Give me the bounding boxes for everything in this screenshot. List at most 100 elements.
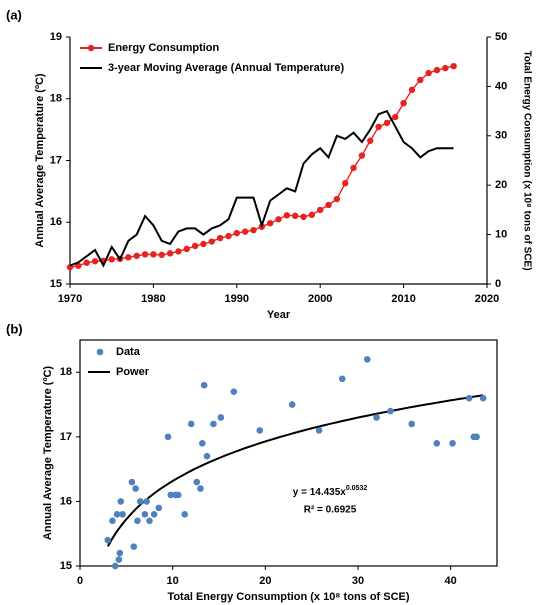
data-point xyxy=(200,240,207,248)
data-point xyxy=(450,62,457,70)
data-point xyxy=(465,394,473,402)
data-point xyxy=(183,245,190,253)
series-line xyxy=(69,109,454,268)
data-point xyxy=(136,498,144,505)
data-point xyxy=(233,229,240,237)
data-point xyxy=(383,119,391,127)
data-point xyxy=(308,211,316,219)
data-point xyxy=(109,517,116,525)
x-tick-label: 1990 xyxy=(225,293,249,305)
x-tick-label: 30 xyxy=(352,575,364,587)
data-point xyxy=(130,543,138,550)
data-point xyxy=(433,440,441,447)
data-point xyxy=(291,212,299,220)
y2-tick-label: 10 xyxy=(495,229,507,241)
data-point xyxy=(187,420,195,428)
legend-label: Energy Consumption xyxy=(108,42,220,54)
data-point xyxy=(117,498,125,505)
legend-label: 3-year Moving Average (Annual Temperatur… xyxy=(108,62,344,74)
data-point xyxy=(250,226,257,234)
data-point xyxy=(193,478,201,486)
x-tick-label: 1970 xyxy=(58,293,82,305)
legend-label: Data xyxy=(116,346,141,358)
data-point xyxy=(288,401,296,408)
data-point xyxy=(241,228,249,235)
data-point xyxy=(479,394,487,402)
x-tick-label: 2010 xyxy=(391,293,415,305)
data-point xyxy=(400,99,407,107)
data-point xyxy=(128,478,136,486)
data-point xyxy=(210,420,217,428)
data-point xyxy=(230,388,238,395)
data-point xyxy=(132,485,139,492)
data-point xyxy=(83,259,90,266)
data-point xyxy=(425,69,432,77)
data-point xyxy=(375,123,382,131)
data-point xyxy=(225,232,232,240)
y-tick-label: 16 xyxy=(60,495,72,507)
data-point xyxy=(115,556,123,563)
x-tick-label: 0 xyxy=(77,575,83,587)
data-point xyxy=(174,491,182,499)
equation: y = 14.435x0.0532 xyxy=(293,485,368,498)
x-axis-label: Total Energy Consumption (x 10⁸ tons of … xyxy=(167,591,409,603)
data-point xyxy=(146,517,153,525)
equation-base: y = 14.435x xyxy=(293,487,347,498)
x-tick-label: 10 xyxy=(167,575,179,587)
data-point xyxy=(325,201,332,209)
data-point xyxy=(155,504,163,512)
data-point xyxy=(433,66,441,74)
data-point xyxy=(442,64,449,72)
legend-swatch xyxy=(96,348,104,356)
x-tick-label: 1980 xyxy=(141,293,165,305)
data-point xyxy=(108,256,115,263)
data-point xyxy=(449,440,456,447)
data-point xyxy=(191,242,199,250)
data-point xyxy=(216,234,224,242)
x-tick-label: 40 xyxy=(445,575,457,587)
data-point xyxy=(208,238,215,245)
data-point xyxy=(164,433,172,441)
data-point xyxy=(338,375,346,383)
data-point xyxy=(134,517,141,525)
data-point xyxy=(113,511,121,518)
x-tick-label: 2000 xyxy=(308,293,332,305)
data-point xyxy=(300,213,307,221)
series-line xyxy=(69,65,454,268)
legend-label: Power xyxy=(116,366,150,378)
panel-label: (b) xyxy=(6,321,23,336)
data-point xyxy=(387,407,394,415)
data-point xyxy=(373,414,380,421)
data-point xyxy=(119,511,126,518)
x-axis-label: Year xyxy=(267,309,291,321)
data-point xyxy=(315,427,323,434)
data-point xyxy=(175,248,182,255)
data-point xyxy=(199,440,206,447)
data-point xyxy=(141,511,149,518)
equation-exponent: 0.0532 xyxy=(346,485,368,492)
trendline xyxy=(106,394,484,547)
y-axis-label: Annual Average Temperature (ºC) xyxy=(34,73,46,247)
y-tick-label: 17 xyxy=(50,154,62,166)
data-point xyxy=(141,251,149,258)
data-point xyxy=(181,511,189,518)
y2-tick-label: 20 xyxy=(495,179,507,191)
data-point xyxy=(91,258,99,265)
panel-label: (a) xyxy=(6,7,22,22)
y2-axis-label: Total Energy Consumption (x 10⁸ tons of … xyxy=(521,50,532,270)
data-point xyxy=(283,212,291,219)
y2-tick-label: 40 xyxy=(495,80,507,92)
data-point xyxy=(266,220,274,227)
data-point xyxy=(200,381,208,389)
data-point xyxy=(125,254,132,261)
data-point xyxy=(217,414,225,421)
y-tick-label: 17 xyxy=(60,431,72,443)
data-point xyxy=(342,180,349,187)
data-point xyxy=(367,137,374,144)
y2-tick-label: 0 xyxy=(495,278,501,290)
data-point xyxy=(150,511,158,518)
y-tick-label: 15 xyxy=(60,560,72,572)
data-point xyxy=(158,251,165,259)
data-point xyxy=(363,356,371,363)
data-point xyxy=(111,562,119,570)
